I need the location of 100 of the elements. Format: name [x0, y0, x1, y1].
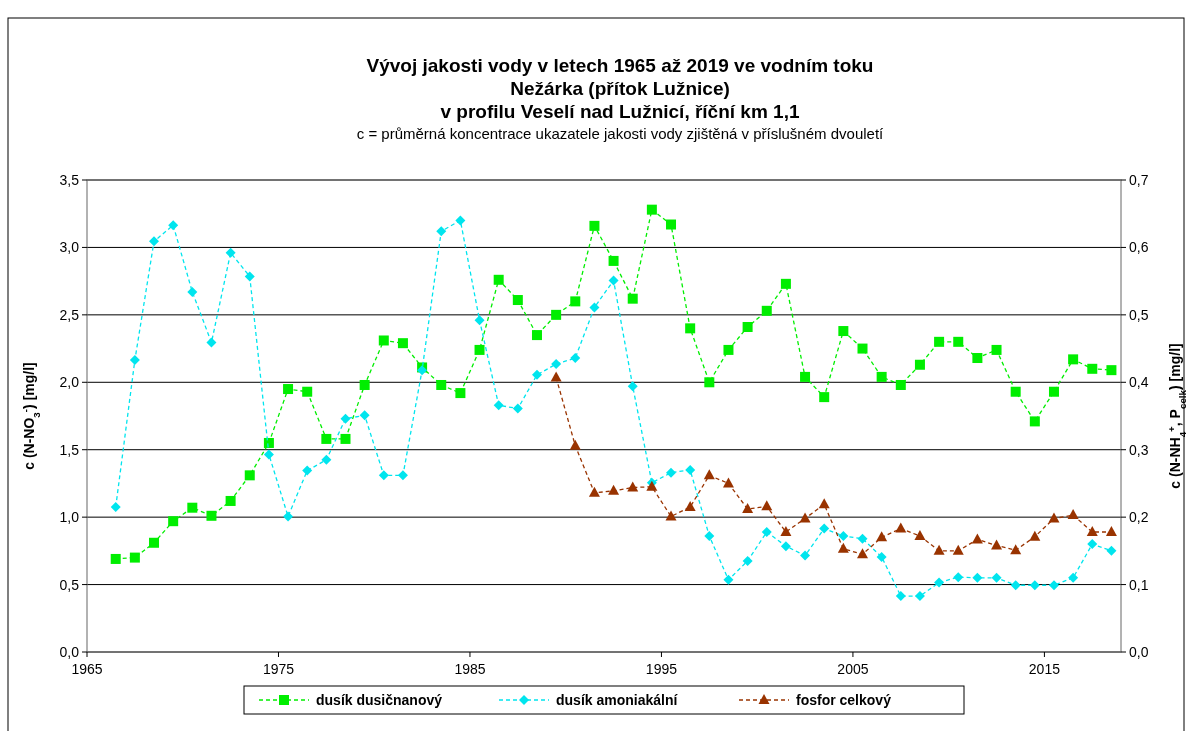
point	[914, 530, 926, 541]
point	[1010, 386, 1021, 397]
point	[761, 526, 772, 537]
point	[588, 486, 600, 497]
point	[283, 511, 294, 522]
point	[263, 437, 274, 448]
y-tick-label: 1,0	[59, 509, 80, 526]
point	[244, 470, 255, 481]
point	[914, 591, 925, 602]
point	[436, 226, 447, 237]
point	[1048, 386, 1059, 397]
point	[799, 512, 811, 523]
x-tick-label: 1985	[454, 661, 486, 677]
point	[378, 470, 389, 481]
point	[455, 215, 466, 226]
point	[742, 503, 754, 514]
point	[493, 274, 504, 285]
point	[321, 454, 332, 465]
point	[302, 386, 313, 397]
point	[934, 577, 945, 588]
point	[168, 220, 179, 231]
point	[684, 501, 696, 512]
point	[551, 309, 562, 320]
point	[474, 344, 485, 355]
point	[206, 337, 217, 348]
x-tick-label: 1975	[262, 661, 295, 677]
point	[302, 465, 313, 476]
point	[1048, 580, 1059, 591]
point	[1105, 525, 1117, 536]
point	[991, 344, 1002, 355]
point	[761, 500, 773, 511]
point	[742, 555, 753, 566]
point	[110, 553, 121, 564]
x-tick-label: 1995	[645, 661, 678, 677]
point	[608, 255, 619, 266]
point	[953, 572, 964, 583]
point	[742, 321, 753, 332]
point	[685, 464, 696, 475]
point	[359, 410, 370, 421]
point	[129, 355, 140, 366]
point	[704, 531, 715, 542]
point	[876, 551, 887, 562]
point	[819, 392, 830, 403]
point	[378, 335, 389, 346]
point	[1029, 580, 1040, 591]
point	[531, 369, 542, 380]
point	[627, 481, 639, 492]
point	[780, 541, 791, 552]
point	[953, 336, 964, 347]
point	[1010, 580, 1021, 591]
point	[665, 510, 677, 521]
point	[857, 548, 868, 559]
point	[474, 315, 485, 326]
y2-tick-label: 0,4	[1129, 374, 1149, 391]
point	[1106, 365, 1117, 376]
point	[397, 338, 408, 349]
point	[895, 379, 906, 390]
point	[876, 371, 887, 382]
point	[1010, 544, 1022, 555]
point	[972, 572, 983, 583]
point	[550, 371, 562, 382]
point	[110, 502, 121, 513]
legend-label: dusík amoniakální	[556, 692, 679, 708]
y-tick-label: 1,5	[59, 441, 80, 458]
y-tick-label: 0,0	[59, 644, 80, 660]
point	[627, 381, 638, 392]
point	[646, 204, 657, 215]
point	[933, 544, 945, 555]
point	[283, 384, 294, 395]
point	[800, 550, 811, 561]
point	[1067, 509, 1079, 520]
point	[512, 295, 523, 306]
point	[991, 572, 1002, 583]
y2-tick-label: 0,7	[1129, 172, 1149, 188]
point	[1029, 416, 1040, 427]
point	[589, 220, 600, 231]
y-tick-label: 0,5	[59, 576, 80, 593]
y2-tick-label: 0,2	[1129, 509, 1149, 526]
chart-title: Vývoj jakosti vody v letech 1965 až 2019 ve vodním toku Nežárka (přítok Lužnice) v profilu Veselí nad Lužnicí, říční km 1,1	[366, 55, 874, 122]
x-tick-label: 1965	[71, 661, 103, 677]
point	[800, 371, 811, 382]
point	[187, 502, 198, 513]
point	[589, 302, 600, 313]
point	[780, 525, 792, 536]
point	[971, 533, 983, 544]
point	[685, 323, 696, 334]
point	[168, 516, 179, 527]
point	[1087, 363, 1098, 374]
point	[857, 343, 868, 354]
point	[225, 247, 236, 258]
point	[149, 236, 160, 247]
point	[359, 379, 370, 390]
point	[455, 388, 466, 399]
point	[436, 379, 447, 390]
point	[397, 470, 408, 481]
point	[570, 353, 581, 364]
point	[1068, 572, 1079, 583]
point	[723, 344, 734, 355]
point	[187, 286, 198, 297]
point	[876, 531, 888, 542]
